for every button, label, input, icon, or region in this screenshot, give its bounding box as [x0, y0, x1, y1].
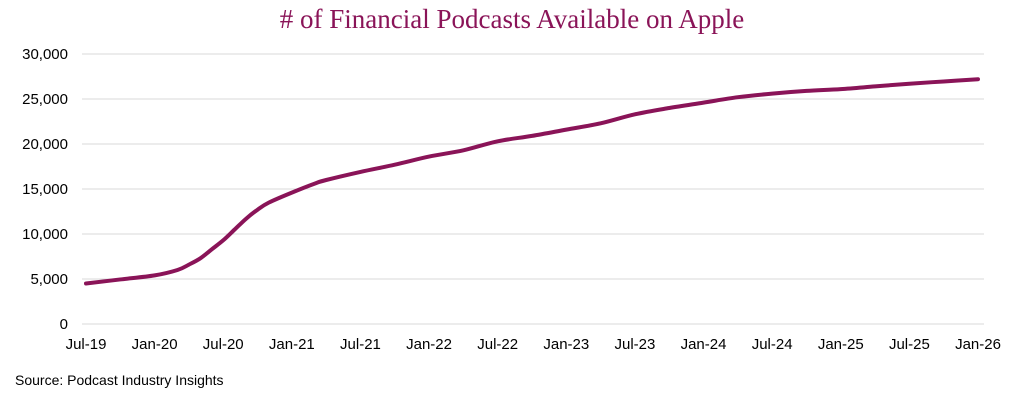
series-line: [84, 77, 980, 286]
y-tick-label: 30,000: [22, 46, 68, 63]
x-tick-label: Jan-25: [818, 336, 864, 353]
y-tick-label: 0: [60, 316, 68, 333]
x-tick-label: Jul-22: [477, 336, 518, 353]
x-tick-label: Jan-26: [955, 336, 1001, 353]
x-tick-label: Jul-19: [66, 336, 107, 353]
x-tick-label: Jul-21: [340, 336, 381, 353]
y-tick-label: 15,000: [22, 181, 68, 198]
x-tick-label: Jan-20: [132, 336, 178, 353]
x-tick-label: Jul-20: [203, 336, 244, 353]
y-tick-label: 25,000: [22, 91, 68, 108]
x-tick-label: Jan-23: [543, 336, 589, 353]
x-tick-label: Jul-25: [889, 336, 930, 353]
x-tick-label: Jan-22: [406, 336, 452, 353]
x-tick-label: Jul-23: [614, 336, 655, 353]
chart-title: # of Financial Podcasts Available on App…: [279, 4, 745, 34]
x-tick-label: Jan-24: [681, 336, 727, 353]
source-note: Source: Podcast Industry Insights: [15, 372, 224, 388]
y-tick-label: 20,000: [22, 136, 68, 153]
x-tick-label: Jul-24: [752, 336, 793, 353]
x-tick-label: Jan-21: [269, 336, 315, 353]
y-tick-label: 5,000: [30, 271, 68, 288]
y-tick-label: 10,000: [22, 226, 68, 243]
